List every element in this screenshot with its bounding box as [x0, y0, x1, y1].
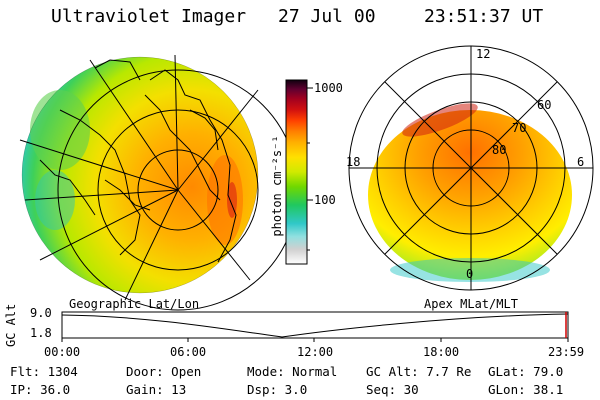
info-glat: GLat: 79.0	[488, 364, 563, 379]
right-panel-caption: Apex MLat/MLT	[424, 297, 518, 311]
info-label: IP:	[10, 382, 33, 397]
info-glon: GLon: 38.1	[488, 382, 563, 397]
info-value: Normal	[292, 364, 338, 379]
info-value: Open	[171, 364, 202, 379]
left-panel-caption: Geographic Lat/Lon	[69, 297, 200, 311]
info-value: 13	[171, 382, 187, 397]
app-title: Ultraviolet Imager	[51, 6, 247, 27]
info-label: GLat:	[488, 364, 526, 379]
mlat-label-70: 70	[512, 121, 527, 135]
info-value: 30	[403, 382, 419, 397]
info-value: 38.1	[533, 382, 564, 397]
info-value: 3.0	[284, 382, 308, 397]
info-ip: IP: 36.0	[10, 382, 70, 397]
mlt-label-18: 18	[346, 155, 361, 169]
right-disk	[348, 45, 594, 291]
info-label: Gain:	[126, 382, 164, 397]
altitude-ytick-high: 9.0	[30, 306, 52, 320]
altitude-xtick: 06:00	[170, 345, 207, 359]
mlat-label-80: 80	[492, 143, 507, 157]
info-value: 7.7 Re	[426, 364, 472, 379]
info-value: 36.0	[40, 382, 71, 397]
info-label: Seq:	[366, 382, 397, 397]
colorbar-tick-100: 100	[314, 193, 336, 207]
info-label: Flt:	[10, 364, 41, 379]
altitude-xtick: 12:00	[297, 345, 334, 359]
mlt-label-12: 12	[476, 47, 491, 61]
info-label: GC Alt:	[366, 364, 419, 379]
info-value: 1304	[47, 364, 78, 379]
altitude-xtick: 00:00	[44, 345, 81, 359]
info-label: Mode:	[247, 364, 285, 379]
colorbar-tick-1000: 1000	[314, 81, 343, 95]
altitude-ytick-low: 1.8	[30, 326, 52, 340]
info-door: Door: Open	[126, 364, 201, 379]
info-flt: Flt: 1304	[10, 364, 78, 379]
date-label: 27 Jul 00	[278, 6, 376, 27]
colorbar	[285, 79, 313, 265]
mlat-label-60: 60	[537, 98, 552, 112]
mlt-label-0: 0	[466, 267, 474, 281]
info-mode: Mode: Normal	[247, 364, 337, 379]
colorbar-unit-label: photon cm⁻²s⁻¹	[270, 135, 284, 237]
time-label: 23:51:37 UT	[424, 6, 544, 27]
info-label: Door:	[126, 364, 164, 379]
info-dsp: Dsp: 3.0	[247, 382, 307, 397]
info-gc-alt: GC Alt: 7.7 Re	[366, 364, 471, 379]
info-label: Dsp:	[247, 382, 278, 397]
altitude-xtick: 23:59	[548, 345, 585, 359]
info-label: GLon:	[488, 382, 526, 397]
altitude-ylabel: GC Alt	[4, 303, 18, 347]
info-gain: Gain: 13	[126, 382, 186, 397]
info-seq: Seq: 30	[366, 382, 419, 397]
left-disk	[19, 54, 299, 311]
altitude-plot	[61, 311, 569, 342]
info-value: 79.0	[533, 364, 564, 379]
mlt-label-6: 6	[577, 155, 585, 169]
altitude-xtick: 18:00	[423, 345, 460, 359]
